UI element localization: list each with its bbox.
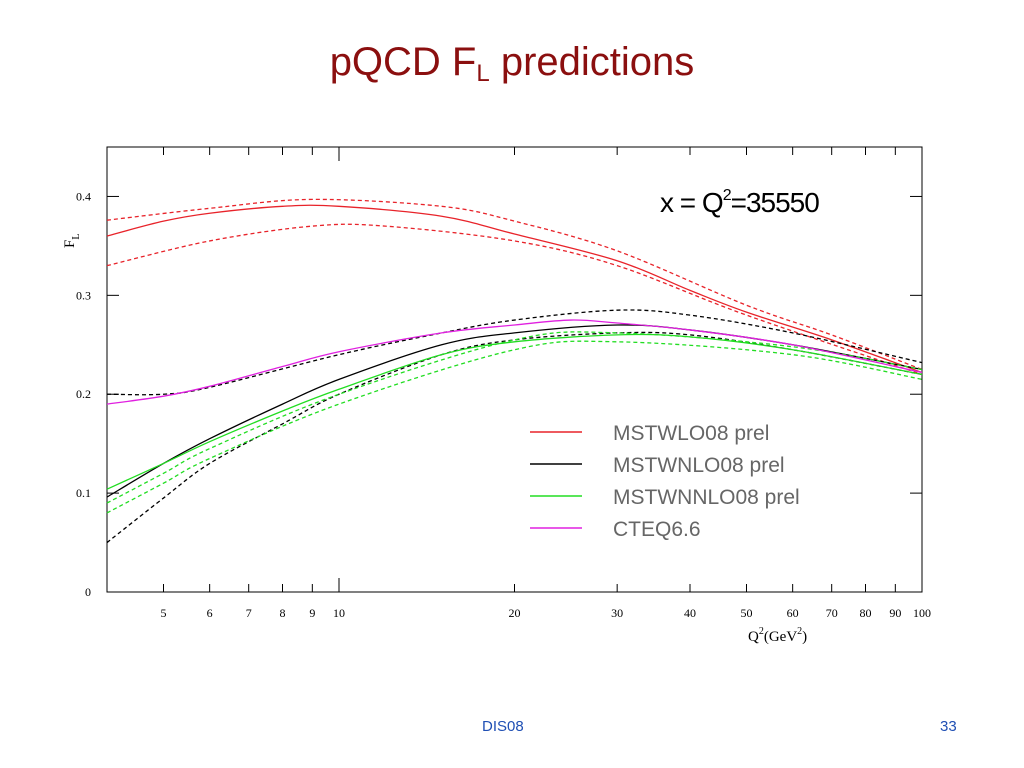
series-line-mstwnnlo08-prel [106, 333, 923, 490]
x-tick-label: 7 [246, 606, 252, 620]
x-tick-label: 5 [160, 606, 166, 620]
x-tick-label: 20 [509, 606, 521, 620]
series-line-cteq6-6 [106, 319, 923, 405]
x-tick-label: 30 [611, 606, 623, 620]
annotation: x = Q2=35550 [660, 187, 819, 218]
series-line-mstwnlo08-prel-upper [106, 309, 923, 396]
series-line-mstwlo08-prel-lower [106, 223, 923, 376]
series-line-mstwlo08-prel [106, 204, 923, 374]
title-text: pQCD F [329, 40, 477, 84]
x-tick-label: 60 [787, 606, 799, 620]
x-tick-label: 9 [309, 606, 315, 620]
x-tick-label: 50 [740, 606, 752, 620]
x-tick-label: 70 [826, 606, 838, 620]
series-line-mstwnlo08-prel-lower [106, 331, 923, 544]
series-line-mstwnnlo08-prel-lower [106, 340, 923, 514]
x-tick-label: 8 [280, 606, 286, 620]
x-tick-label: 80 [860, 606, 872, 620]
y-tick-label: 0.3 [76, 288, 91, 302]
legend-label: MSTWNNLO08 prel [613, 486, 800, 509]
y-axis-label: FL [62, 234, 82, 248]
x-axis-label: Q2(GeV2) [748, 626, 807, 645]
series-line-mstwlo08-prel-upper [106, 198, 923, 371]
legend-label: CTEQ6.6 [613, 518, 701, 541]
footer-conference: DIS08 [482, 718, 524, 735]
page-number: 33 [940, 718, 957, 735]
title-rest: predictions [489, 40, 695, 84]
title-subscript: L [476, 60, 490, 87]
x-tick-label: 90 [889, 606, 901, 620]
x-tick-label: 100 [913, 606, 931, 620]
series-line-mstwnnlo08-prel-upper [106, 331, 923, 504]
legend-label: MSTWLO08 prel [613, 422, 769, 445]
slide-title: pQCD FL predictions [0, 40, 1024, 88]
y-tick-label: 0.1 [76, 486, 91, 500]
x-tick-label: 40 [684, 606, 696, 620]
x-tick-label: 6 [207, 606, 213, 620]
y-tick-label: 0 [85, 585, 91, 599]
y-tick-label: 0.2 [76, 387, 91, 401]
x-tick-label: 10 [333, 606, 345, 620]
legend-label: MSTWNLO08 prel [613, 454, 785, 477]
y-tick-label: 0.4 [76, 189, 91, 203]
